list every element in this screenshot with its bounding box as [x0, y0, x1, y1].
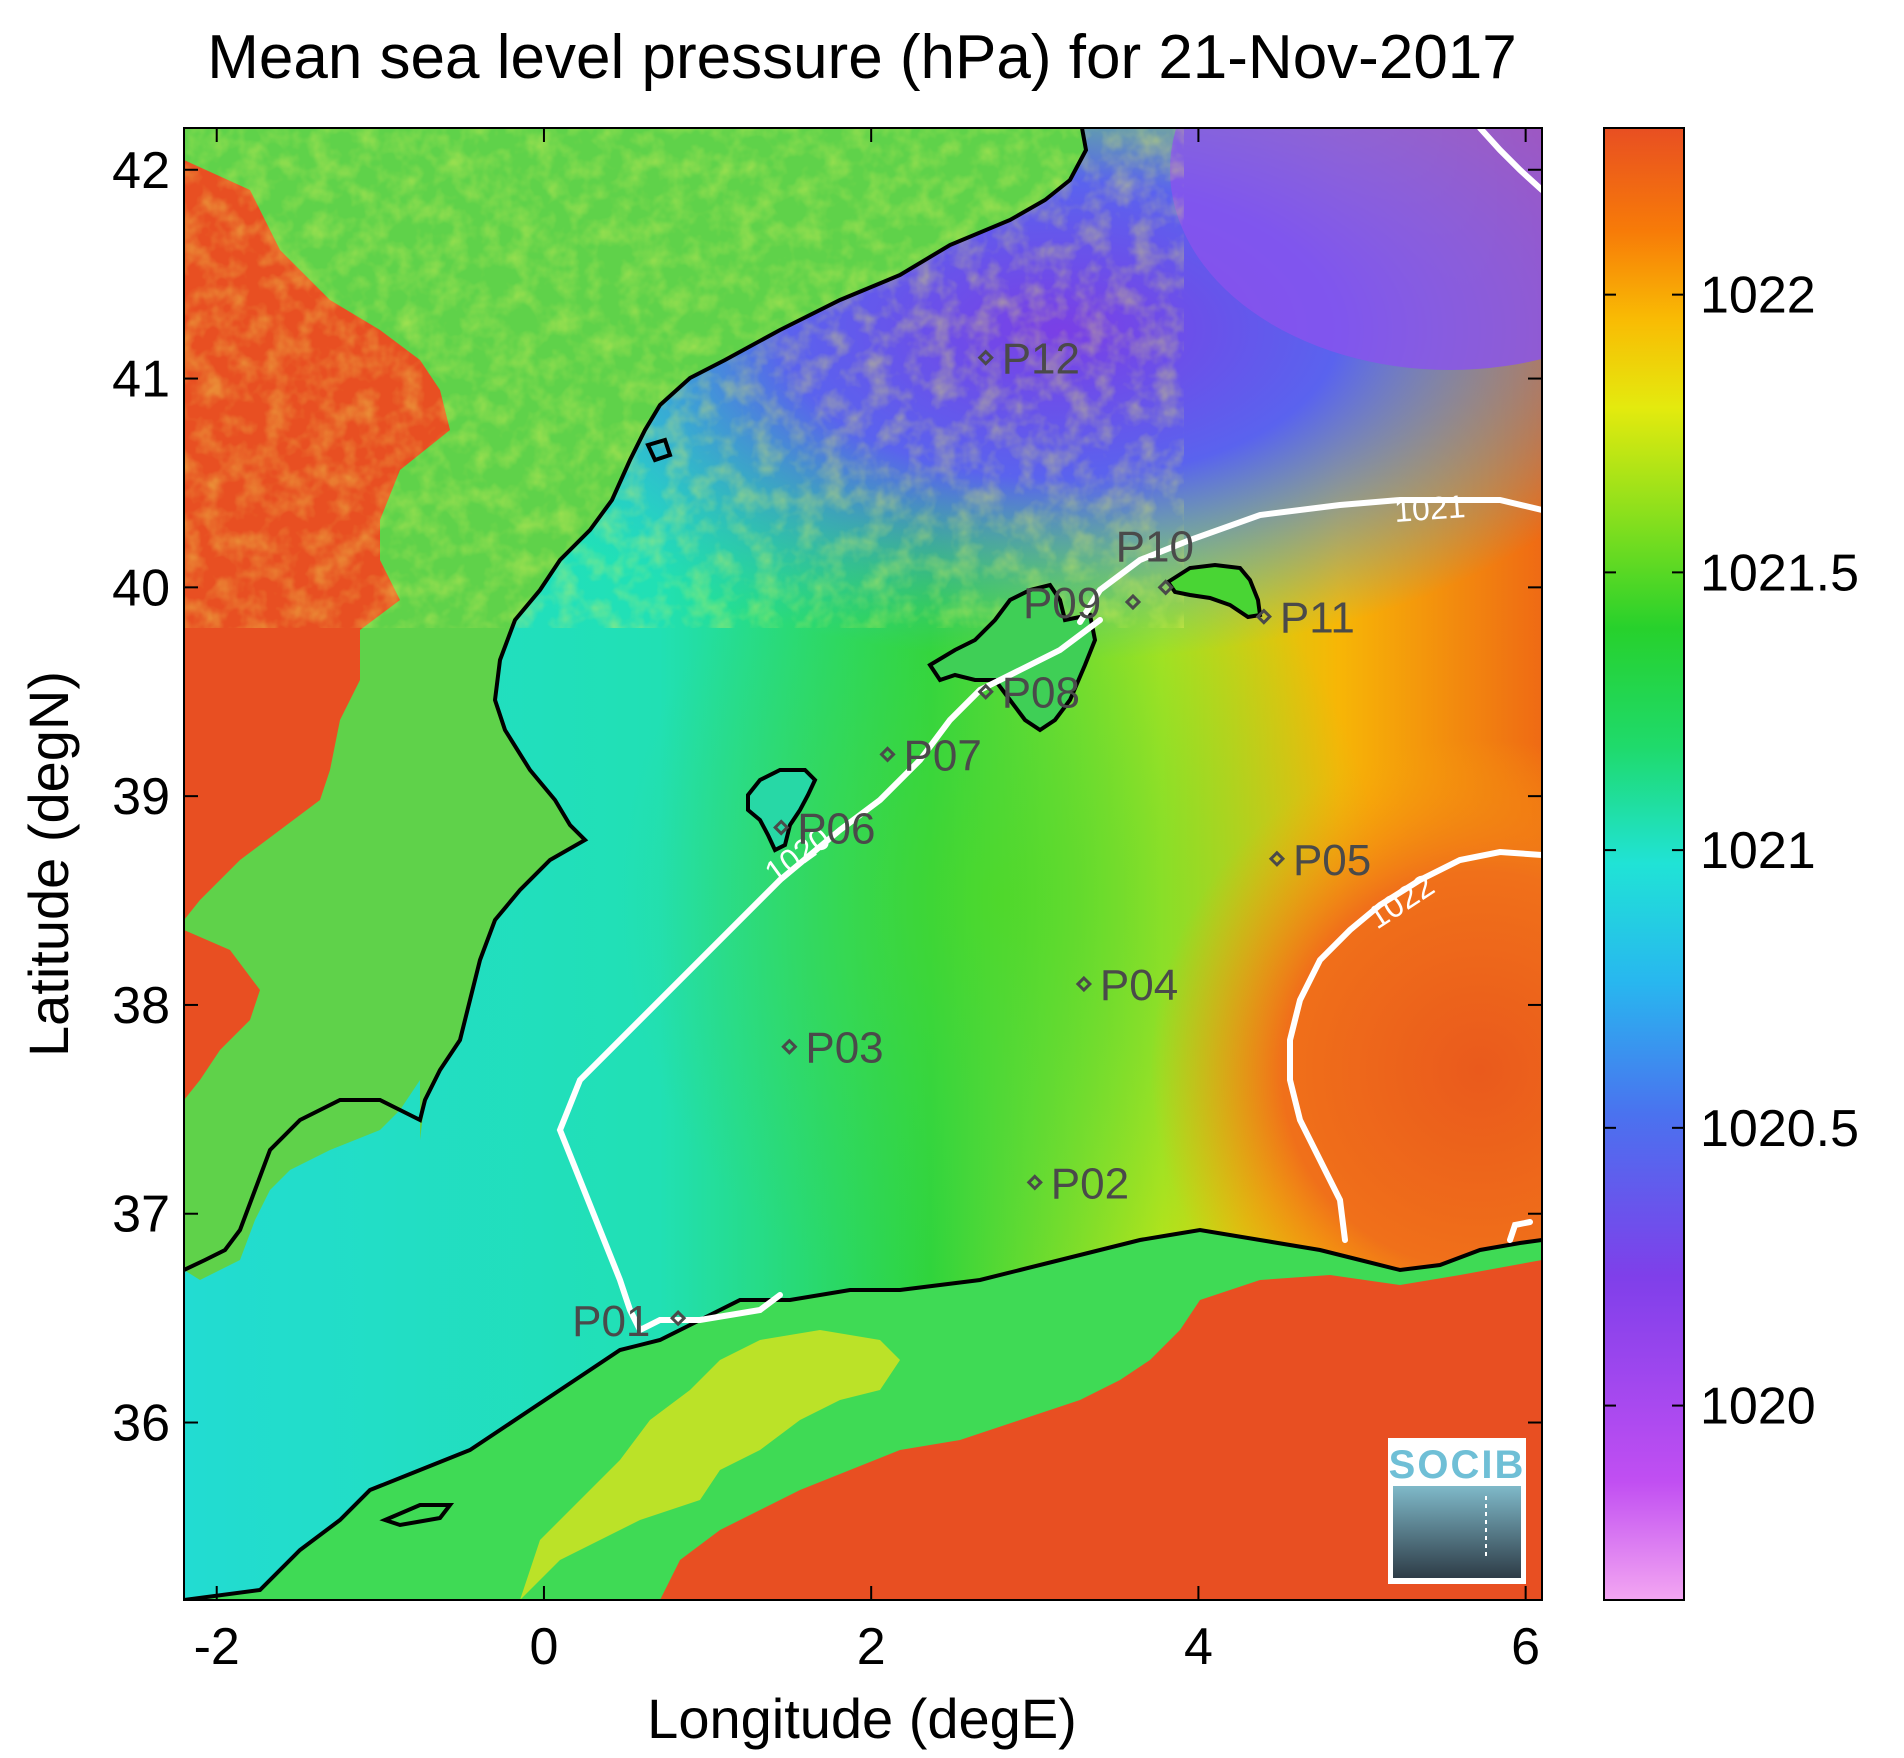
station-label-p12: P12 — [1002, 335, 1080, 384]
station-marker-p12 — [977, 349, 994, 366]
land-texture-north — [184, 128, 1184, 628]
island-menorca — [1168, 565, 1260, 617]
station-label-p01: P01 — [572, 1297, 650, 1346]
contour-1021 — [1077, 497, 1542, 625]
station-label-p08: P08 — [1002, 669, 1080, 718]
colorbar-tick-label: 1022 — [1700, 267, 1816, 325]
station-marker-p04 — [1075, 975, 1093, 993]
station-marker-p03 — [781, 1038, 798, 1055]
x-axis-ticks: -2 0 2 4 6 — [194, 128, 1540, 1676]
x-tick-label: -2 — [194, 1618, 240, 1676]
station-label-p07: P07 — [904, 731, 982, 780]
island-mallorca — [930, 585, 1095, 730]
y-tick-label: 41 — [112, 351, 170, 409]
contour-1020-lower — [556, 877, 783, 1335]
logo-text: SOCIB — [1389, 1443, 1526, 1487]
station-label-p04: P04 — [1100, 961, 1178, 1010]
land-iberia-south — [184, 930, 260, 1100]
station-marker-p11 — [1255, 608, 1272, 625]
high-pressure-area — [1150, 740, 1542, 1400]
land-north-africa-interior — [660, 1260, 1542, 1600]
low-pressure-core — [1170, 128, 1542, 370]
station-marker-p07 — [879, 746, 896, 763]
colorbar-tick-label: 1021.5 — [1700, 544, 1859, 602]
colorbar: 1022 1021.5 1021 1020.5 1020 — [1603, 127, 1859, 1601]
station-marker-p10 — [1157, 579, 1174, 596]
colorbar-gradient — [1603, 127, 1685, 1601]
station-label-p11: P11 — [1280, 594, 1355, 643]
map-area: 1021 1020 1022 P01P02P03P04P05P06P07P08P… — [184, 128, 1542, 1600]
station-label-p10: P10 — [1116, 522, 1194, 571]
contour-1020-upper — [777, 617, 1103, 883]
socib-logo: SOCIB — [1388, 1438, 1526, 1584]
y-tick-label: 38 — [112, 977, 170, 1035]
x-tick-label: 2 — [857, 1618, 886, 1676]
station-marker-p02 — [1026, 1174, 1043, 1191]
y-tick-label: 37 — [112, 1186, 170, 1244]
station-label-p06: P06 — [797, 804, 875, 853]
contour-1022 — [1287, 848, 1542, 1243]
station-marker-p09 — [1124, 593, 1142, 611]
station-marker-p08 — [977, 683, 994, 700]
station-marker-p06 — [773, 819, 790, 836]
y-axis-ticks: 42 41 40 39 38 37 36 — [112, 142, 1542, 1453]
y-tick-label: 40 — [112, 559, 170, 617]
station-marker-p01 — [669, 1310, 687, 1327]
station-markers: P01 P02 P03 P04 P05 P06 P07 P08 P09 P10 P11 P12 — [572, 335, 1371, 1346]
station-label-p02: P02 — [1051, 1159, 1129, 1208]
colorbar-tick-label: 1021 — [1700, 822, 1816, 880]
x-tick-label: 6 — [1511, 1618, 1540, 1676]
island-ibiza — [748, 770, 815, 850]
station-label-p03: P03 — [805, 1024, 883, 1073]
land-north-africa-yellow — [520, 1330, 900, 1600]
station-label-p05: P05 — [1293, 836, 1371, 885]
x-axis-label: Longitude (degE) — [647, 1687, 1077, 1750]
station-label-p09: P09 — [1023, 579, 1101, 628]
y-tick-label: 36 — [112, 1395, 170, 1453]
map-frame — [183, 127, 1543, 1601]
y-axis-label: Latitude (degN) — [17, 671, 80, 1057]
station-marker-p05 — [1268, 850, 1286, 867]
y-tick-label: 39 — [112, 768, 170, 826]
colorbar-ticks: 1022 1021.5 1021 1020.5 1020 — [1604, 267, 1859, 1436]
chart-title: Mean sea level pressure (hPa) for 21-Nov… — [207, 23, 1517, 92]
pressure-contours — [556, 128, 1542, 1335]
colorbar-tick-label: 1020 — [1700, 1378, 1816, 1436]
colorbar-tick-label: 1020.5 — [1700, 1100, 1859, 1158]
contour-label-1021: 1021 — [1393, 488, 1467, 529]
x-tick-label: 4 — [1184, 1618, 1213, 1676]
x-tick-label: 0 — [529, 1618, 558, 1676]
y-tick-label: 42 — [112, 142, 170, 200]
